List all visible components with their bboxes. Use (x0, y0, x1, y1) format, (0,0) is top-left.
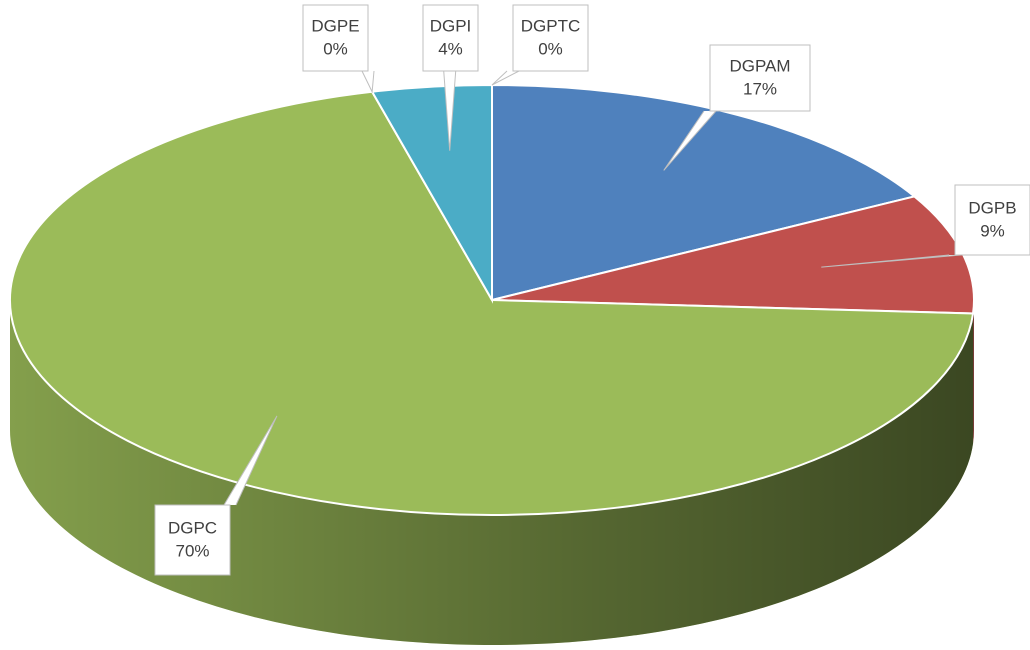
side-shade (10, 300, 974, 646)
slice (9, 90, 975, 516)
data-label-name: DGPC (168, 518, 217, 537)
data-label: 17% (743, 79, 777, 98)
label-box (422, 4, 479, 72)
callout (361, 70, 375, 94)
data-label: 70% (175, 541, 209, 560)
label-box (709, 44, 811, 112)
label-box (302, 4, 369, 72)
label-box (154, 504, 231, 576)
data-label-name: DGPI (430, 16, 472, 35)
slice (491, 83, 917, 302)
data-label: 0% (323, 39, 348, 58)
side-shade (973, 300, 974, 444)
callout (443, 70, 457, 151)
data-label-name: DGPB (968, 198, 1016, 217)
label-box (954, 184, 1030, 256)
callout (663, 110, 717, 171)
data-label: 9% (980, 221, 1005, 240)
data-label-name: DGPE (311, 16, 359, 35)
data-label-name: DGPAM (729, 56, 790, 75)
data-label: 4% (438, 39, 463, 58)
callout (491, 70, 520, 86)
data-label: 0% (538, 39, 563, 58)
callout (223, 415, 278, 506)
label-box (512, 4, 589, 72)
data-label-name: DGPTC (521, 16, 581, 35)
